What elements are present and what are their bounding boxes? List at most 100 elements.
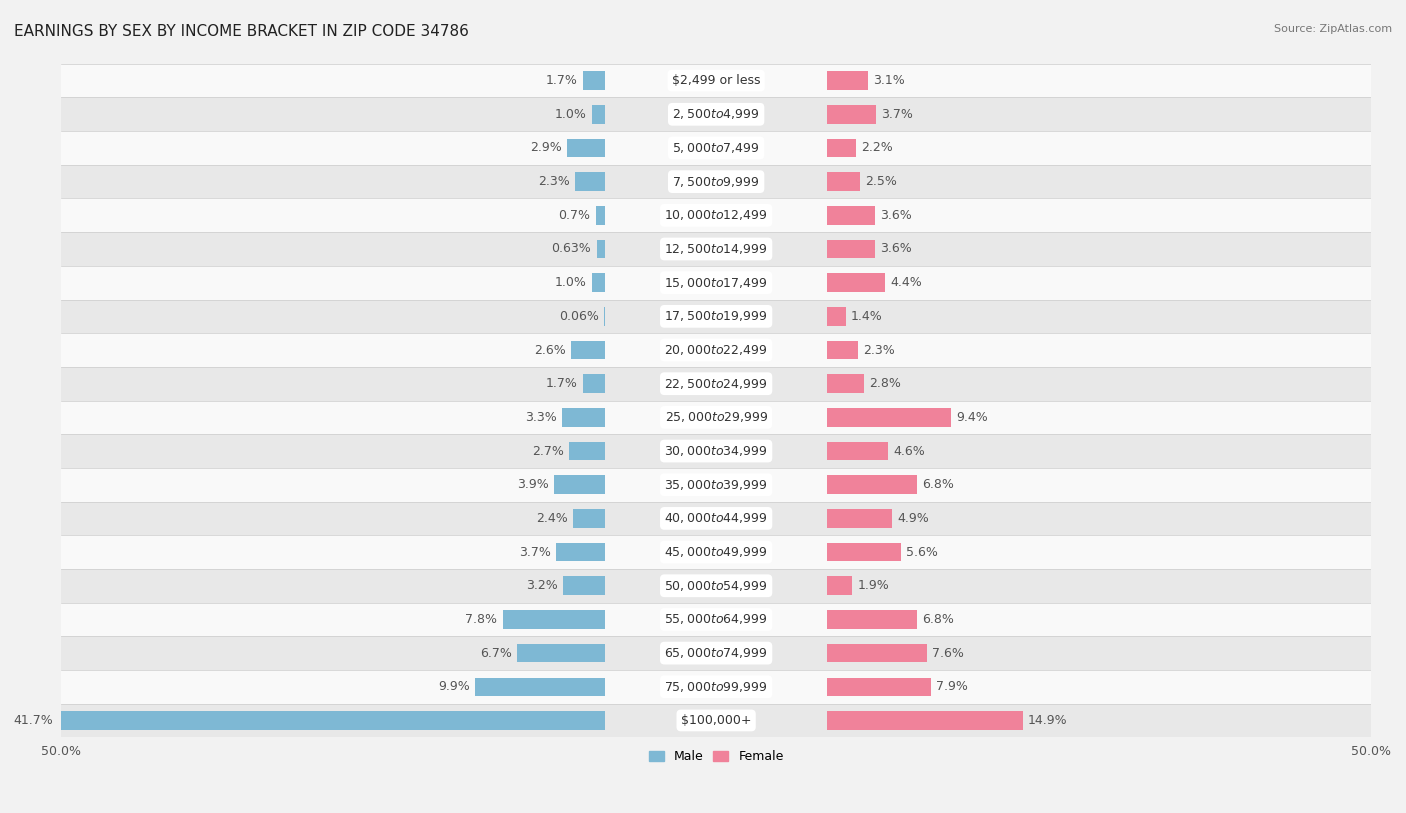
Text: 2.2%: 2.2% — [862, 141, 893, 154]
Text: $5,000 to $7,499: $5,000 to $7,499 — [672, 141, 761, 155]
Bar — [62, 198, 1371, 233]
Bar — [62, 468, 1371, 502]
Text: 0.7%: 0.7% — [558, 209, 591, 222]
Bar — [557, 543, 605, 561]
Text: 2.7%: 2.7% — [533, 445, 564, 458]
Bar — [828, 375, 865, 393]
Bar — [596, 206, 605, 224]
Text: $35,000 to $39,999: $35,000 to $39,999 — [665, 478, 768, 492]
Bar — [582, 72, 605, 90]
Bar — [569, 441, 605, 460]
Bar — [828, 240, 875, 259]
Text: $45,000 to $49,999: $45,000 to $49,999 — [665, 545, 768, 559]
Text: 2.9%: 2.9% — [530, 141, 561, 154]
Text: 3.9%: 3.9% — [517, 478, 548, 491]
Bar — [62, 637, 1371, 670]
Bar — [828, 105, 876, 124]
Text: $17,500 to $19,999: $17,500 to $19,999 — [665, 310, 768, 324]
Text: 6.7%: 6.7% — [479, 646, 512, 659]
Bar — [62, 165, 1371, 198]
Text: $75,000 to $99,999: $75,000 to $99,999 — [665, 680, 768, 693]
Text: $40,000 to $44,999: $40,000 to $44,999 — [665, 511, 768, 525]
Bar — [828, 273, 886, 292]
Text: 3.1%: 3.1% — [873, 74, 905, 87]
Text: $55,000 to $64,999: $55,000 to $64,999 — [665, 612, 768, 627]
Text: $2,499 or less: $2,499 or less — [672, 74, 761, 87]
Text: 5.6%: 5.6% — [905, 546, 938, 559]
Bar — [571, 341, 605, 359]
Bar — [62, 233, 1371, 266]
Text: 1.4%: 1.4% — [851, 310, 883, 323]
Bar — [62, 703, 1371, 737]
Bar — [62, 131, 1371, 165]
Bar — [62, 63, 1371, 98]
Bar — [62, 670, 1371, 703]
Bar — [828, 307, 846, 326]
Text: EARNINGS BY SEX BY INCOME BRACKET IN ZIP CODE 34786: EARNINGS BY SEX BY INCOME BRACKET IN ZIP… — [14, 24, 470, 39]
Text: $65,000 to $74,999: $65,000 to $74,999 — [665, 646, 768, 660]
Text: $15,000 to $17,499: $15,000 to $17,499 — [665, 276, 768, 289]
Text: 2.3%: 2.3% — [537, 175, 569, 188]
Bar — [575, 172, 605, 191]
Text: 7.6%: 7.6% — [932, 646, 965, 659]
Bar — [561, 408, 605, 427]
Text: 1.0%: 1.0% — [554, 276, 586, 289]
Text: 9.4%: 9.4% — [956, 411, 987, 424]
Bar — [596, 240, 605, 259]
Bar — [828, 172, 860, 191]
Bar — [62, 299, 1371, 333]
Bar — [828, 644, 927, 663]
Bar — [828, 139, 856, 157]
Text: 1.0%: 1.0% — [554, 108, 586, 121]
Bar — [567, 139, 605, 157]
Bar — [828, 72, 868, 90]
Bar — [517, 644, 605, 663]
Bar — [562, 576, 605, 595]
Text: $10,000 to $12,499: $10,000 to $12,499 — [665, 208, 768, 222]
Text: 2.4%: 2.4% — [537, 512, 568, 525]
Text: 3.6%: 3.6% — [880, 242, 911, 255]
Bar — [62, 266, 1371, 299]
Text: $22,500 to $24,999: $22,500 to $24,999 — [665, 376, 768, 391]
Text: 2.8%: 2.8% — [869, 377, 901, 390]
Text: $100,000+: $100,000+ — [681, 714, 751, 727]
Bar — [828, 476, 917, 494]
Text: 7.9%: 7.9% — [936, 680, 969, 693]
Text: $25,000 to $29,999: $25,000 to $29,999 — [665, 411, 768, 424]
Bar — [828, 576, 852, 595]
Bar — [828, 611, 917, 628]
Bar — [62, 602, 1371, 637]
Bar — [828, 441, 887, 460]
Bar — [554, 476, 605, 494]
Text: 1.7%: 1.7% — [546, 377, 578, 390]
Bar — [828, 509, 891, 528]
Text: 3.6%: 3.6% — [880, 209, 911, 222]
Text: 4.9%: 4.9% — [897, 512, 928, 525]
Text: 4.4%: 4.4% — [890, 276, 922, 289]
Bar — [62, 434, 1371, 468]
Bar — [475, 677, 605, 696]
Text: 3.7%: 3.7% — [882, 108, 912, 121]
Text: 6.8%: 6.8% — [922, 613, 953, 626]
Bar — [828, 543, 901, 561]
Text: $2,500 to $4,999: $2,500 to $4,999 — [672, 107, 761, 121]
Text: 9.9%: 9.9% — [439, 680, 470, 693]
Text: 0.06%: 0.06% — [560, 310, 599, 323]
Bar — [62, 569, 1371, 602]
Bar — [592, 105, 605, 124]
Text: $50,000 to $54,999: $50,000 to $54,999 — [665, 579, 768, 593]
Text: 1.9%: 1.9% — [858, 579, 890, 592]
Bar — [62, 98, 1371, 131]
Bar — [592, 273, 605, 292]
Text: Source: ZipAtlas.com: Source: ZipAtlas.com — [1274, 24, 1392, 34]
Text: 2.3%: 2.3% — [863, 344, 894, 357]
Text: 4.6%: 4.6% — [893, 445, 925, 458]
Bar — [62, 401, 1371, 434]
Text: 1.7%: 1.7% — [546, 74, 578, 87]
Bar — [62, 535, 1371, 569]
Text: 3.7%: 3.7% — [519, 546, 551, 559]
Bar — [828, 677, 931, 696]
Bar — [828, 206, 875, 224]
Text: 41.7%: 41.7% — [14, 714, 53, 727]
Text: $7,500 to $9,999: $7,500 to $9,999 — [672, 175, 761, 189]
